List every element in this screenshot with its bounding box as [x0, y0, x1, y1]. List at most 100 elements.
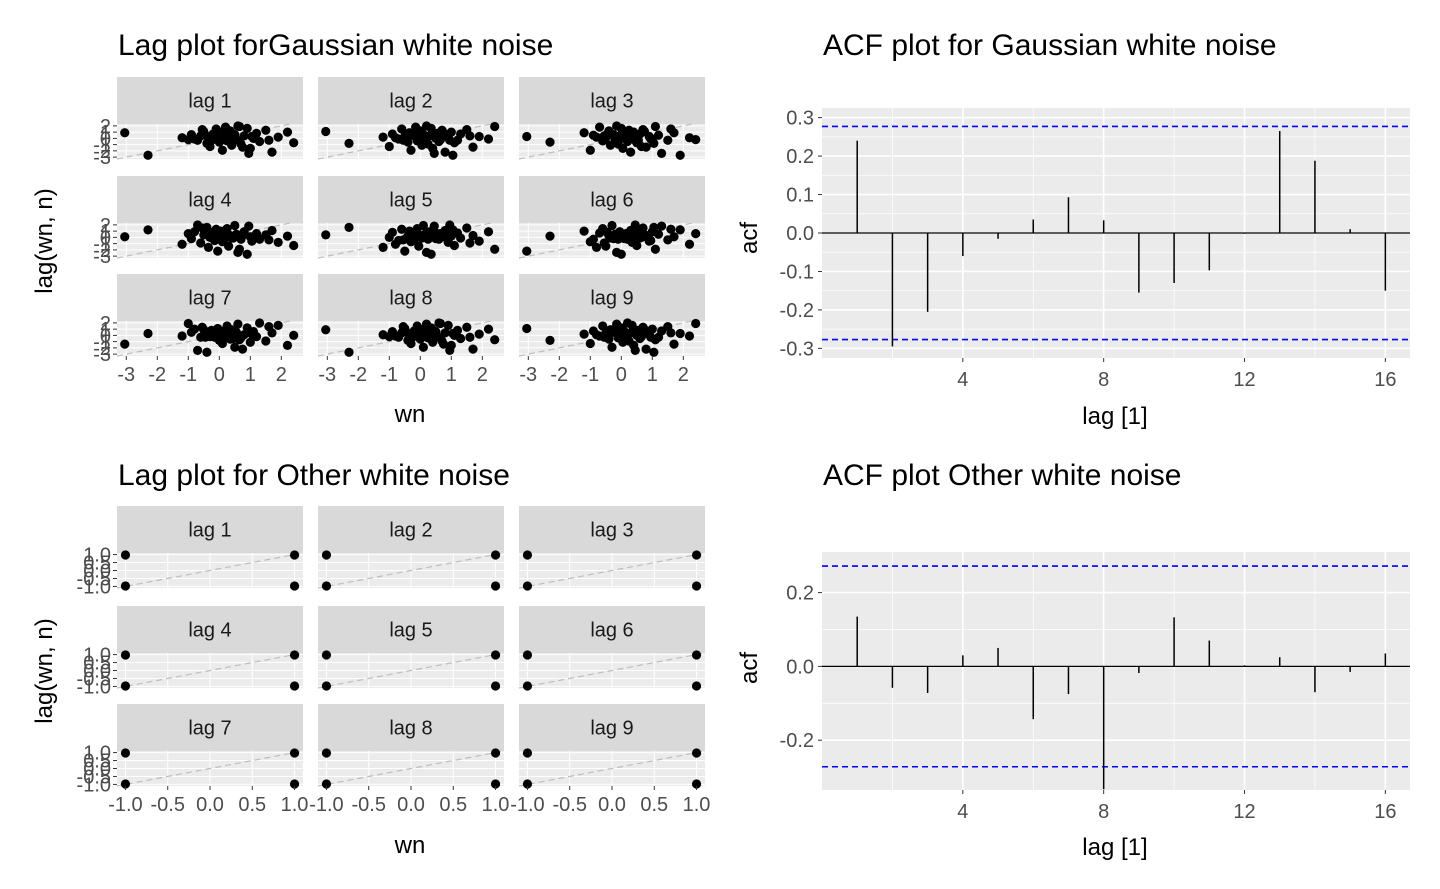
data-point — [120, 232, 130, 242]
data-point — [522, 581, 533, 591]
tick-label-x: 2 — [477, 364, 488, 386]
data-point — [691, 550, 702, 560]
tick-label-x: 16 — [1374, 369, 1396, 391]
tick-label-y: -2 — [93, 240, 111, 262]
data-point — [344, 138, 354, 148]
data-point — [261, 336, 271, 346]
data-point — [647, 324, 657, 334]
data-point — [649, 222, 659, 232]
data-point — [630, 345, 640, 355]
data-point — [691, 229, 701, 239]
data-point — [435, 318, 446, 329]
data-point — [465, 238, 475, 248]
data-point — [607, 342, 617, 352]
facet-label: lag 6 — [590, 620, 633, 642]
data-point — [401, 234, 411, 244]
data-point — [636, 141, 647, 152]
lag-gaussian-title: Lag plot forGaussian white noise — [118, 29, 553, 62]
data-point — [448, 150, 458, 160]
data-point — [264, 135, 274, 145]
data-point — [233, 319, 243, 329]
tick-label-y: -0.5 — [77, 568, 111, 590]
data-point — [599, 238, 609, 248]
lag-gaussian-xlabel: wn — [394, 401, 426, 428]
data-point — [468, 230, 478, 241]
data-point — [522, 323, 532, 334]
data-point — [490, 779, 501, 789]
data-point — [646, 235, 656, 246]
facet-strip — [318, 77, 504, 124]
data-point — [440, 147, 450, 157]
tick-label-y: 0.0 — [83, 759, 111, 781]
data-point — [239, 131, 249, 141]
data-point — [242, 123, 252, 133]
tick-label-y: -0.2 — [780, 300, 814, 322]
tick-label-x: 12 — [1233, 369, 1255, 391]
facet-label: lag 2 — [389, 91, 432, 113]
data-point — [234, 121, 245, 132]
data-point — [224, 241, 234, 251]
data-point — [462, 223, 472, 233]
facet-label: lag 3 — [590, 520, 633, 542]
tick-label-y: 1.0 — [83, 743, 111, 765]
facet-strip — [117, 704, 303, 751]
tick-label-x: 1.0 — [281, 794, 309, 816]
tick-label-y: 0.2 — [786, 583, 814, 605]
data-point — [222, 224, 232, 234]
acf-other-xlabel: lag [1] — [1082, 834, 1147, 861]
data-point — [626, 147, 636, 157]
tick-label-x: 0.0 — [196, 794, 224, 816]
tick-label-x: -3 — [318, 364, 336, 386]
tick-label-x: -1 — [179, 364, 197, 386]
data-point — [429, 148, 439, 158]
data-point — [490, 748, 501, 758]
facet-strip — [117, 274, 303, 321]
data-point — [273, 132, 283, 142]
data-point — [650, 121, 661, 132]
data-point — [435, 229, 446, 239]
data-point — [636, 332, 647, 342]
data-point — [321, 650, 332, 660]
tick-label-x: -3 — [117, 364, 135, 386]
data-point — [120, 128, 130, 138]
facet-strip — [519, 704, 705, 751]
tick-label-y: 1.0 — [83, 645, 111, 667]
tick-label-y: -2 — [93, 338, 111, 360]
tick-label-x: 0 — [214, 364, 225, 386]
data-point — [228, 233, 238, 243]
data-point — [474, 236, 484, 246]
data-point — [321, 681, 332, 691]
tick-label-y: 0.0 — [786, 656, 814, 678]
tick-label-y: 0.0 — [83, 661, 111, 683]
facet-strip — [519, 77, 705, 124]
data-point — [177, 239, 187, 249]
data-point — [630, 135, 640, 145]
tick-label-y: 0 — [100, 128, 111, 150]
data-point — [289, 240, 299, 251]
data-point — [666, 124, 676, 134]
data-point — [378, 132, 388, 142]
data-point — [197, 322, 207, 332]
data-point — [401, 130, 411, 140]
data-point — [429, 221, 439, 231]
facet-strip — [519, 606, 705, 653]
data-point — [183, 318, 193, 329]
reference-line — [518, 552, 706, 589]
tick-label-y: 0.5 — [83, 653, 111, 675]
data-point — [120, 550, 131, 560]
data-point — [426, 249, 436, 259]
tick-label-x: -0.5 — [351, 794, 385, 816]
data-point — [657, 148, 667, 158]
facet-label: lag 2 — [389, 520, 432, 542]
data-point — [120, 748, 131, 758]
data-point — [522, 550, 533, 560]
data-point — [638, 223, 648, 233]
tick-label-y: -2 — [93, 141, 111, 163]
data-point — [669, 232, 679, 242]
data-point — [321, 581, 332, 591]
data-point — [630, 220, 640, 230]
data-point — [196, 238, 206, 248]
data-point — [234, 244, 245, 254]
facet-strip — [519, 274, 705, 321]
tick-label-y: -1.0 — [77, 576, 111, 598]
